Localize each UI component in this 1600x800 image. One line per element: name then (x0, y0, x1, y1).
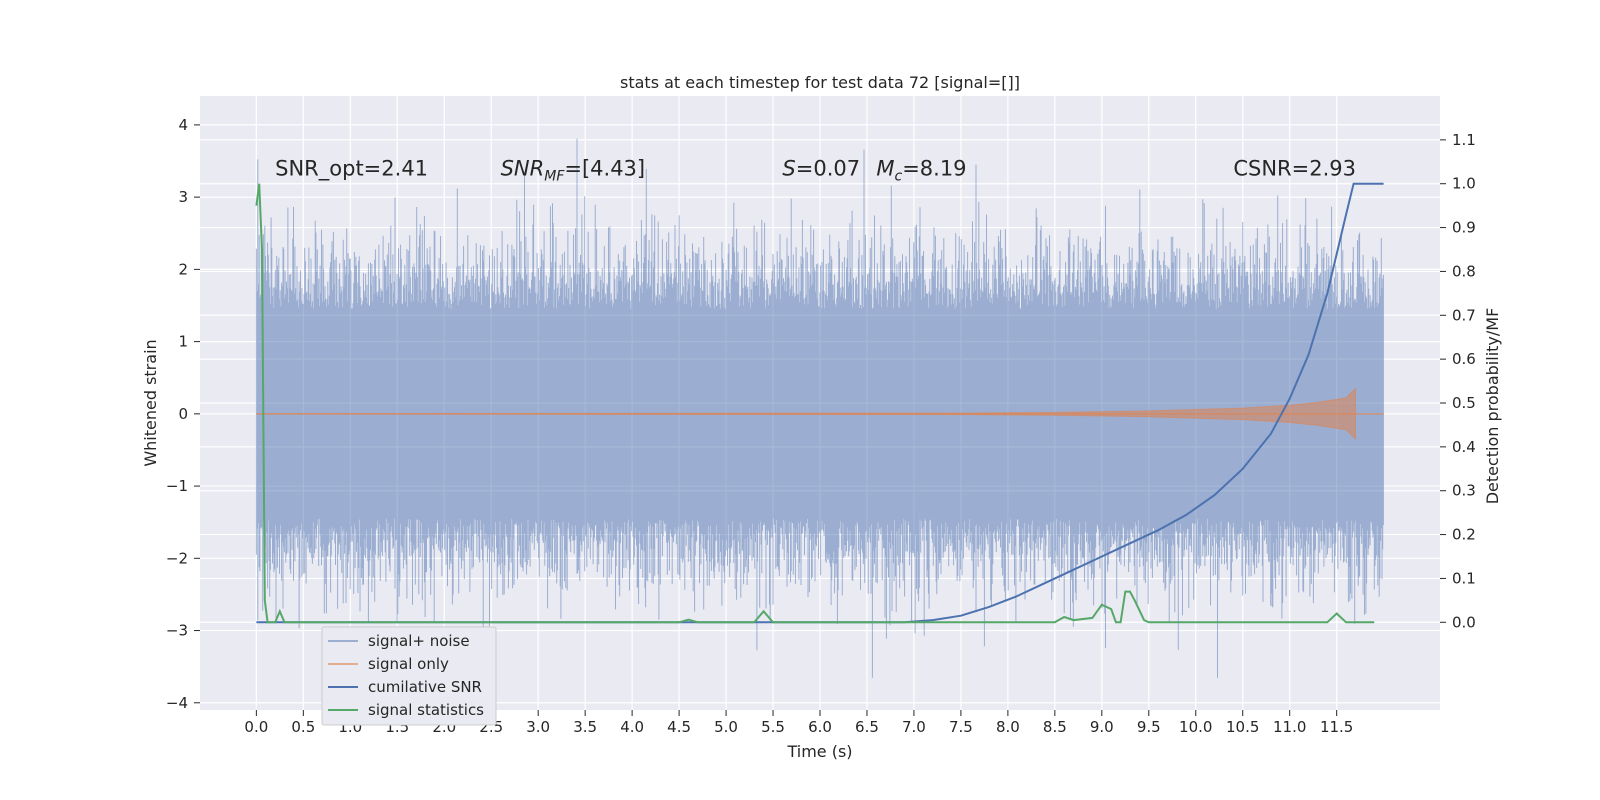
series-signal-only (256, 387, 1384, 441)
x-tick-label: 4.5 (667, 718, 691, 736)
cumilative-snr-line (256, 182, 1384, 624)
annotation-2: S=0.07 (782, 156, 860, 180)
annotation-1: SNRMF=[4.43] (501, 156, 646, 184)
legend-label-signal-only: signal only (368, 655, 449, 673)
annotation-3: Mc=8.19 (876, 156, 966, 184)
x-tick-label: 5.0 (714, 718, 738, 736)
y-right-tick-label: 1.0 (1452, 175, 1476, 193)
annotation-4: CSNR=2.93 (1233, 156, 1356, 180)
annotations: SNR_opt=2.41 SNRMF=[4.43] S=0.07 Mc=8.19 CSN… (275, 156, 1356, 184)
x-tick-label: 11.5 (1320, 718, 1353, 736)
x-axis-label: Time (s) (786, 742, 852, 761)
x-tick-label: 3.0 (526, 718, 550, 736)
y-left-tick-label: −2 (166, 549, 188, 567)
chart-title: stats at each timestep for test data 72 … (620, 73, 1020, 92)
series-signal-statistics (255, 183, 1375, 624)
x-tick-label: 10.5 (1226, 718, 1259, 736)
series-signal-noise (255, 138, 1384, 678)
x-tick-label: 8.5 (1043, 718, 1067, 736)
y-right-tick-label: 0.0 (1452, 613, 1476, 631)
x-tick-label: 8.0 (996, 718, 1020, 736)
x-tick-label: 6.5 (855, 718, 879, 736)
y-left-tick-label: −4 (166, 694, 188, 712)
y-right-tick-label: 0.4 (1452, 438, 1476, 456)
x-tick-label: 7.5 (949, 718, 973, 736)
x-tick-label: 6.0 (808, 718, 832, 736)
y-right-tick-label: 0.3 (1452, 482, 1476, 500)
y-right-tick-label: 0.6 (1452, 350, 1476, 368)
y-right-tick-label: 0.8 (1452, 262, 1476, 280)
y-right-tick-label: 0.1 (1452, 569, 1476, 587)
y-axis-right-label: Detection probability/MF (1483, 308, 1502, 505)
x-tick-label: 3.5 (573, 718, 597, 736)
signal-noise-trace (255, 138, 1384, 678)
legend-label-signal-statistics: signal statistics (368, 701, 484, 719)
annotation-0: SNR_opt=2.41 (275, 156, 428, 181)
y-right-tick-label: 0.2 (1452, 526, 1476, 544)
legend-box (321, 626, 497, 726)
x-tick-label: 9.0 (1090, 718, 1114, 736)
y-left-tick-label: 1 (178, 333, 188, 351)
y-right-tick-label: 1.1 (1452, 131, 1476, 149)
x-tick-label: 0.0 (244, 718, 268, 736)
y-left-tick-label: −3 (166, 622, 188, 640)
x-tick-label: 5.5 (761, 718, 785, 736)
series-cumilative-snr (256, 182, 1384, 624)
x-tick-label: 7.0 (902, 718, 926, 736)
y-left-tick-label: 0 (178, 405, 188, 423)
x-tick-label: 11.0 (1273, 718, 1306, 736)
y-axis-right: 1.1 1.0 0.9 0.8 0.7 0.6 0.5 0.4 0.3 0.2 0.1 0.0 (1440, 131, 1476, 631)
signal-statistics-line (255, 183, 1375, 624)
x-tick-label: 4.0 (620, 718, 644, 736)
legend: signal+ noise signal only cumilative SNR… (321, 626, 497, 726)
x-axis: 0.0 0.5 1.0 1.5 2.0 2.5 3.0 3.5 4.0 4.5 5.0 5.5 6.0 6… (244, 710, 1353, 736)
legend-label-signal-noise: signal+ noise (368, 632, 470, 650)
y-left-tick-label: 4 (178, 116, 188, 134)
y-axis-left: 4 3 2 1 0 −1 −2 −3 −4 (166, 116, 200, 712)
y-right-tick-label: 0.7 (1452, 306, 1476, 324)
x-tick-label: 0.5 (291, 718, 315, 736)
y-left-tick-label: −1 (166, 477, 188, 495)
legend-label-cumilative-snr: cumilative SNR (368, 678, 482, 696)
y-left-tick-label: 2 (178, 260, 188, 278)
y-right-tick-label: 0.5 (1452, 394, 1476, 412)
x-tick-label: 9.5 (1137, 718, 1161, 736)
y-left-tick-label: 3 (178, 188, 188, 206)
x-tick-label: 10.0 (1179, 718, 1212, 736)
y-right-tick-label: 0.9 (1452, 219, 1476, 237)
y-axis-left-label: Whitened strain (141, 339, 160, 466)
